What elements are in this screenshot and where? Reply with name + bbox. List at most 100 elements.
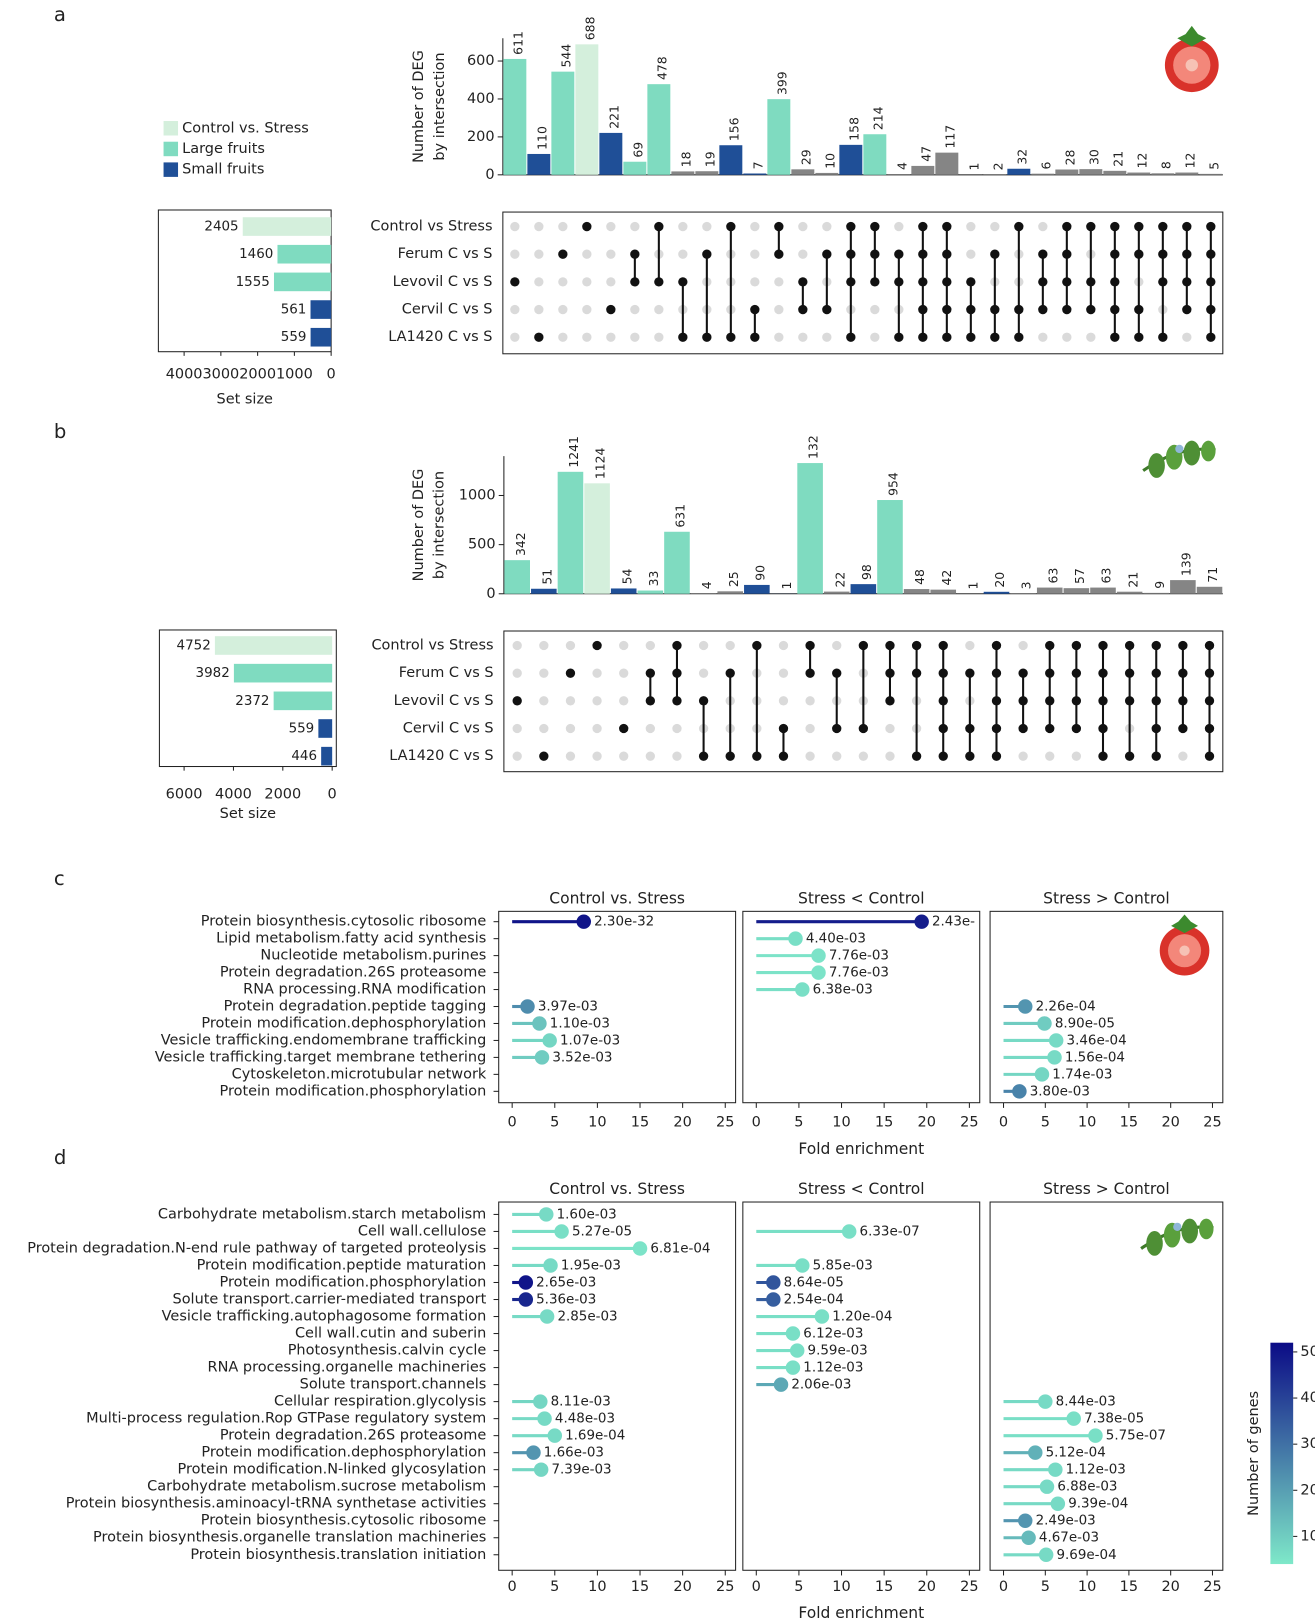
set-size-bar xyxy=(274,273,331,292)
category-label: Cellular respiration.glycolysis xyxy=(274,1394,486,1410)
value-label: 110 xyxy=(534,126,549,150)
x-tick-label: 5 xyxy=(1041,1114,1050,1130)
value-label: 631 xyxy=(673,504,688,528)
member-dot xyxy=(966,305,975,314)
empty-dot xyxy=(539,669,548,678)
empty-dot xyxy=(779,669,788,678)
value-label: 20 xyxy=(992,572,1007,588)
member-dot xyxy=(630,250,639,259)
value-label: 9 xyxy=(1152,581,1167,589)
lollipop-head xyxy=(1066,1411,1080,1425)
value-label: 29 xyxy=(798,149,813,165)
p-value-label: 5.75e-07 xyxy=(1106,1429,1166,1444)
member-dot xyxy=(1125,752,1134,761)
member-dot xyxy=(1072,669,1081,678)
value-label: 158 xyxy=(846,117,861,141)
facet-title: Stress < Control xyxy=(798,889,925,907)
bar xyxy=(558,472,584,594)
value-label: 42 xyxy=(939,570,954,586)
category-label: Vesicle trafficking.target membrane teth… xyxy=(155,1049,487,1065)
colorbar-tick-label: 40 xyxy=(1300,1390,1315,1406)
value-label: 132 xyxy=(806,435,821,459)
value-label: 1 xyxy=(966,582,981,590)
value-label: 98 xyxy=(859,564,874,580)
set-size-bar xyxy=(277,245,331,264)
p-value-label: 3.46e-04 xyxy=(1067,1033,1127,1048)
x-tick-label: 15 xyxy=(1120,1114,1138,1130)
set-name: Control vs Stress xyxy=(370,219,492,235)
bar xyxy=(503,59,526,175)
empty-dot xyxy=(510,222,519,231)
bar xyxy=(695,171,718,175)
bar xyxy=(584,483,610,593)
x-tick-label: 10 xyxy=(1078,1114,1096,1130)
empty-dot xyxy=(630,222,639,231)
member-dot xyxy=(1086,222,1095,231)
value-label: 6 xyxy=(1038,162,1053,170)
empty-dot xyxy=(539,696,548,705)
member-dot xyxy=(774,222,783,231)
member-dot xyxy=(939,752,948,761)
member-dot xyxy=(992,696,1001,705)
facet-title: Control vs. Stress xyxy=(549,889,685,907)
set-size-bar xyxy=(311,300,332,319)
p-value-label: 9.59e-03 xyxy=(808,1344,868,1359)
member-dot xyxy=(678,333,687,342)
bar xyxy=(638,591,664,594)
member-dot xyxy=(654,222,663,231)
member-dot xyxy=(1152,696,1161,705)
x-tick-label: 15 xyxy=(631,1114,649,1130)
bar xyxy=(531,589,557,594)
member-dot xyxy=(1206,333,1215,342)
member-dot xyxy=(1134,305,1143,314)
member-dot xyxy=(1062,250,1071,259)
category-label: Vesicle trafficking.endomembrane traffic… xyxy=(161,1032,487,1048)
value-label: 90 xyxy=(752,565,767,581)
value-label: 1241 xyxy=(566,436,581,468)
lollipop-head xyxy=(795,1258,809,1272)
panel-letter: c xyxy=(54,867,65,890)
x-tick-label: 20 xyxy=(918,1114,936,1130)
member-dot xyxy=(894,277,903,286)
member-dot xyxy=(1014,333,1023,342)
member-dot xyxy=(912,641,921,650)
empty-dot xyxy=(885,752,894,761)
value-label: 28 xyxy=(1062,149,1077,165)
value-label: 47 xyxy=(918,146,933,162)
category-label: Cytoskeleton.microtubular network xyxy=(232,1066,487,1082)
member-dot xyxy=(992,724,1001,733)
member-dot xyxy=(805,641,814,650)
lollipop-head xyxy=(842,1224,856,1238)
bar xyxy=(930,590,956,594)
member-dot xyxy=(942,250,951,259)
set-size-tick-label: 2000 xyxy=(239,366,276,382)
empty-dot xyxy=(859,752,868,761)
empty-dot xyxy=(558,305,567,314)
x-axis-title: Fold enrichment xyxy=(798,1604,924,1622)
lollipop-head xyxy=(1035,1067,1049,1081)
empty-dot xyxy=(592,724,601,733)
colorbar-title: Number of genes xyxy=(1246,1391,1262,1516)
member-dot xyxy=(965,724,974,733)
empty-dot xyxy=(646,752,655,761)
bar xyxy=(815,173,838,175)
member-dot xyxy=(912,669,921,678)
p-value-label: 2.49e-03 xyxy=(1036,1514,1096,1529)
x-tick-label: 0 xyxy=(752,1579,761,1595)
plant-icon xyxy=(1143,441,1215,478)
member-dot xyxy=(1072,724,1081,733)
panel-letter: a xyxy=(54,3,66,26)
empty-dot xyxy=(774,305,783,314)
empty-dot xyxy=(822,333,831,342)
empty-dot xyxy=(1038,333,1047,342)
member-dot xyxy=(726,752,735,761)
member-dot xyxy=(822,305,831,314)
p-value-label: 1.95e-03 xyxy=(561,1258,621,1273)
empty-dot xyxy=(534,277,543,286)
member-dot xyxy=(992,641,1001,650)
member-dot xyxy=(1134,333,1143,342)
set-name: LA1420 C vs S xyxy=(389,748,493,764)
category-label: Solute transport.carrier-mediated transp… xyxy=(173,1292,487,1308)
empty-dot xyxy=(654,305,663,314)
set-size-label: 3982 xyxy=(196,666,230,681)
